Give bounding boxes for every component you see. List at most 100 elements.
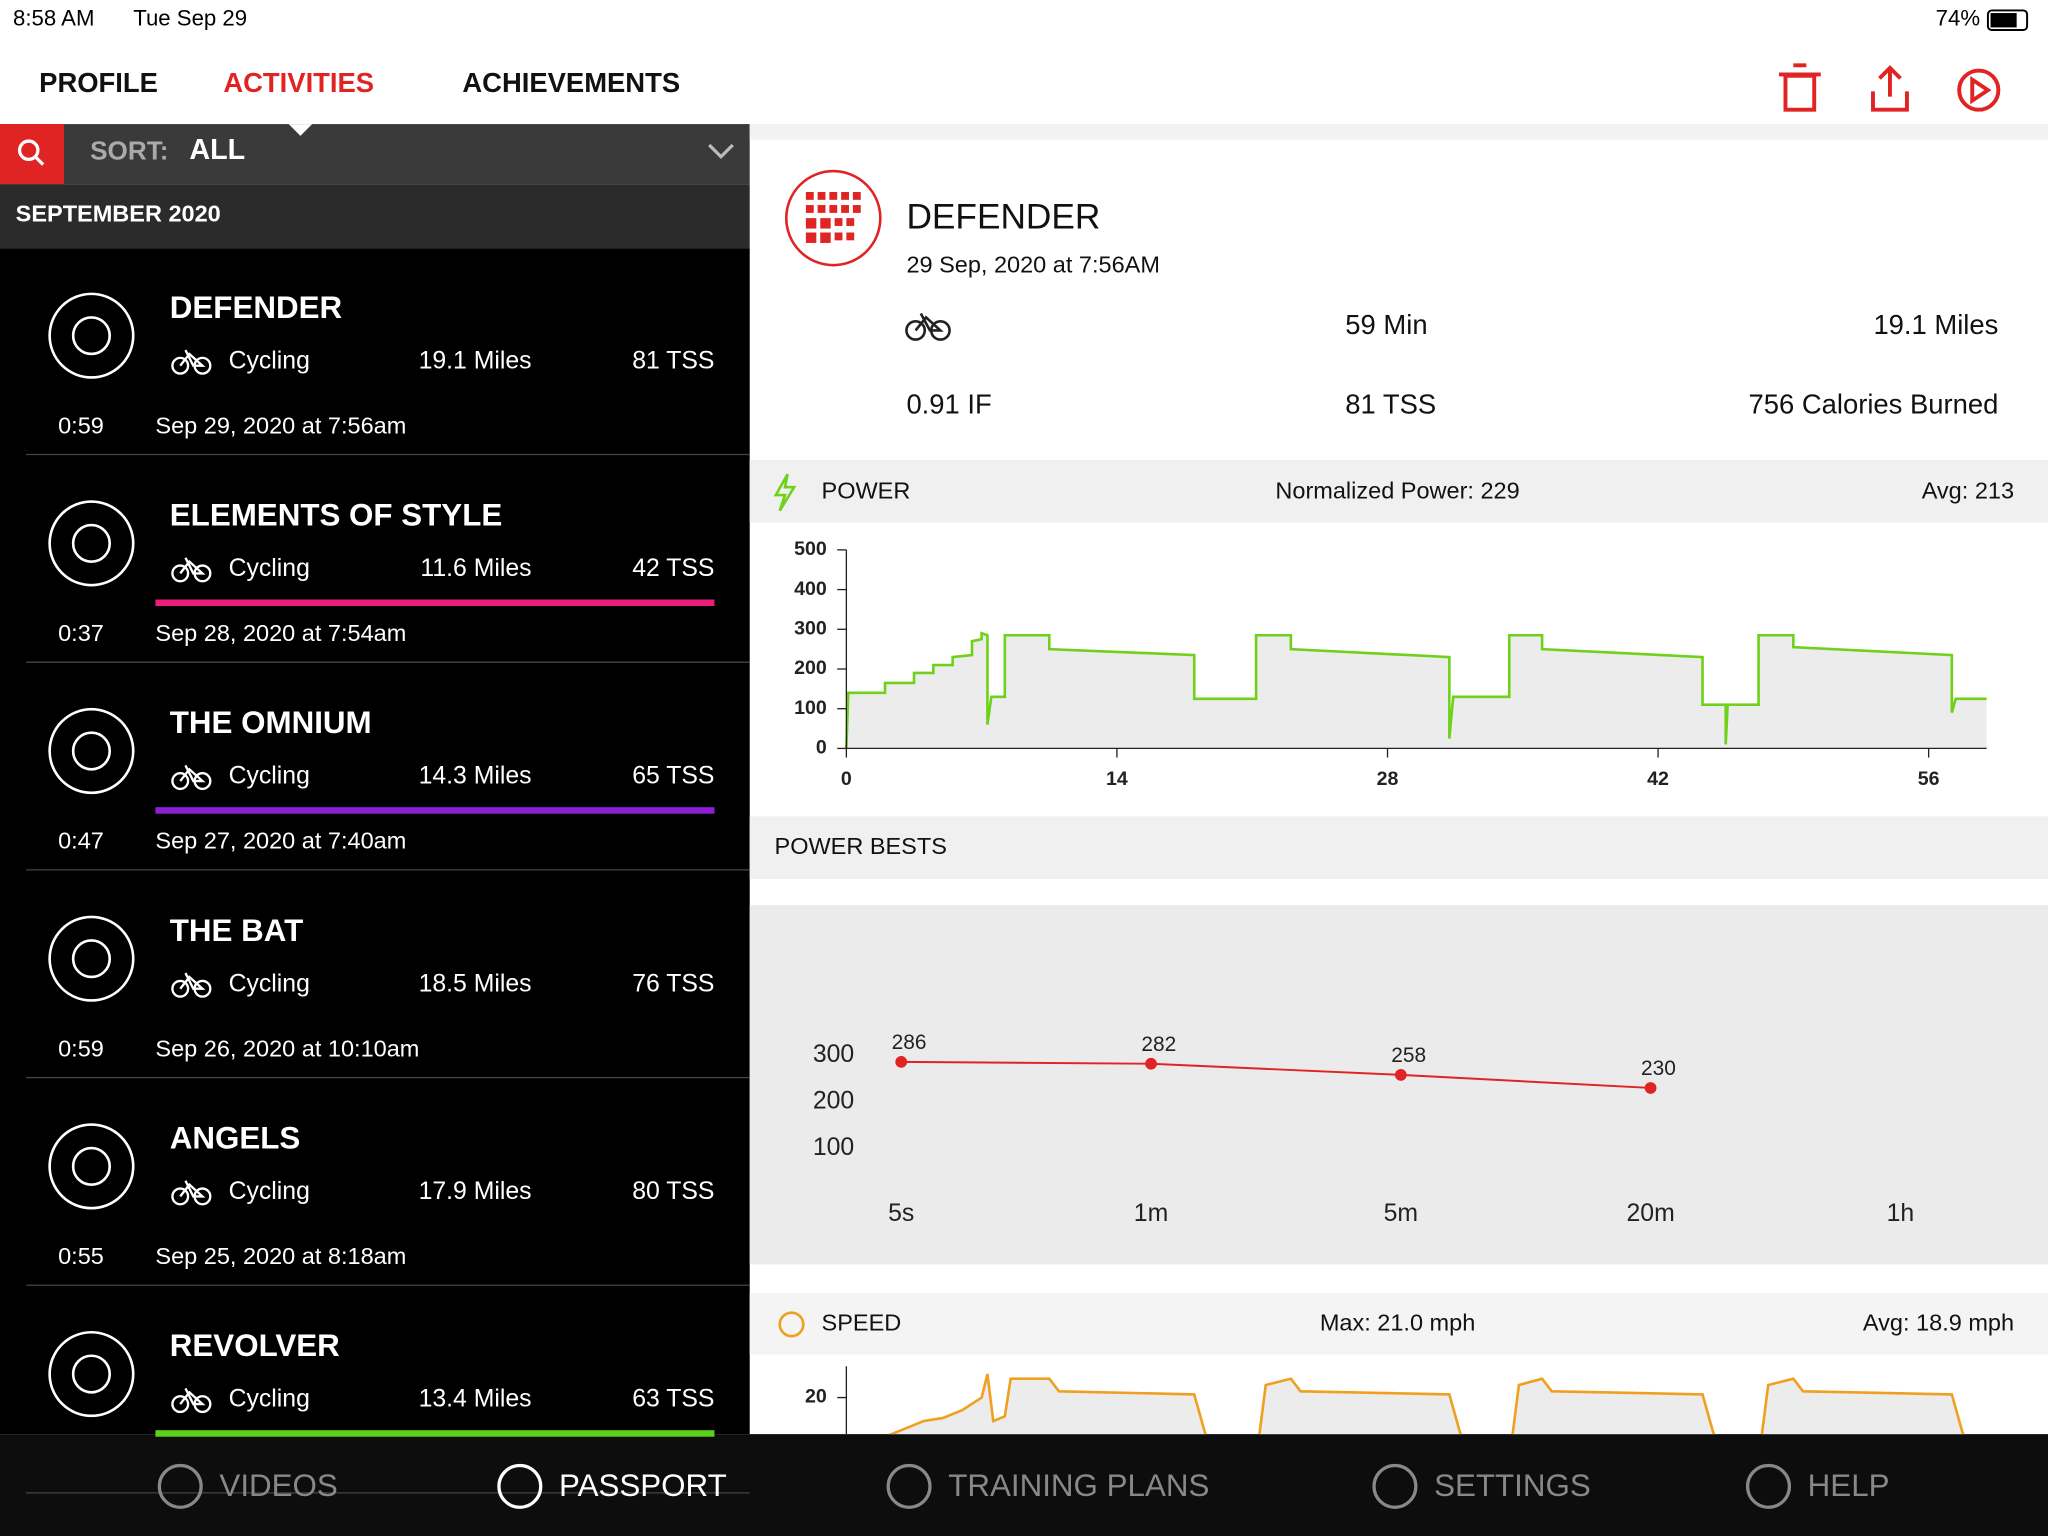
power-header — [749, 459, 2048, 523]
battery-text: 74% — [1936, 5, 1980, 30]
activity-tss: 81 TSS — [632, 347, 714, 374]
nav-tab[interactable]: SETTINGS — [1434, 1468, 1591, 1503]
activity-icon-inner — [71, 316, 112, 356]
area — [891, 1374, 1964, 1435]
activity-icon — [48, 1330, 135, 1418]
y-tick-label: 200 — [813, 1087, 854, 1114]
detail-if: 0.91 IF — [906, 388, 991, 419]
progress-bar — [155, 807, 715, 814]
tab-bar — [0, 1434, 2048, 1536]
activity-name: THE OMNIUM — [170, 705, 372, 740]
wheel — [171, 564, 190, 583]
x-tick-label: 5m — [1384, 1200, 1418, 1227]
power-bests-chart: 100 200 300 5s 1m 5m 20m 1h 286 282 258 230 — [813, 1031, 1914, 1227]
data-label: 286 — [892, 1031, 927, 1054]
status-time: 8:58 AM — [13, 5, 94, 30]
bike-icon — [171, 972, 212, 998]
data-label: 282 — [1141, 1033, 1176, 1056]
month-label: SEPTEMBER 2020 — [16, 201, 221, 227]
nav-tab[interactable]: TRAINING PLANS — [948, 1468, 1209, 1503]
power-icon — [773, 473, 797, 512]
point — [1644, 1082, 1657, 1094]
activity-sport: Cycling — [229, 970, 310, 997]
sort-value: ALL — [189, 134, 245, 166]
frame — [179, 1180, 206, 1198]
detail-tss: 81 TSS — [1345, 388, 1436, 419]
progress-bar — [155, 1430, 715, 1437]
activity-distance: 17.9 Miles — [419, 1178, 532, 1205]
speed-title: SPEED — [822, 1310, 902, 1336]
speed-avg: Avg: 18.9 mph — [1863, 1310, 2014, 1336]
frame — [179, 972, 206, 990]
activity-icon — [48, 1123, 135, 1210]
tab[interactable]: ACTIVITIES — [223, 67, 374, 98]
power-np: Normalized Power: 229 — [1275, 478, 1519, 504]
point — [1145, 1057, 1157, 1070]
activity-date: Sep 27, 2020 at 7:40am — [155, 828, 406, 854]
nav-icon — [157, 1463, 203, 1509]
tab[interactable]: PROFILE — [39, 67, 158, 98]
x-tick-label: 1m — [1134, 1200, 1168, 1227]
x-tick-label: 28 — [1377, 768, 1399, 790]
activity-distance: 19.1 Miles — [419, 347, 532, 374]
activity-date: Sep 29, 2020 at 7:56am — [155, 412, 406, 438]
activity-sport: Cycling — [229, 1386, 310, 1413]
nav-icon — [497, 1463, 543, 1509]
nav-tab[interactable]: PASSPORT — [559, 1468, 727, 1503]
detail-date: 29 Sep, 2020 at 7:56AM — [906, 252, 1159, 278]
battery-level — [1990, 13, 2017, 28]
activity-icon-inner — [71, 731, 112, 771]
bests-title: POWER BESTS — [775, 833, 947, 859]
data-label: 258 — [1391, 1044, 1426, 1067]
activity-distance: 13.4 Miles — [419, 1386, 532, 1413]
speed-icon — [778, 1311, 805, 1338]
activity-duration: 0:59 — [58, 1035, 104, 1061]
sort-chevron[interactable] — [708, 143, 734, 160]
bike-icon — [171, 557, 212, 583]
point — [1394, 1069, 1407, 1081]
line — [845, 631, 1987, 749]
speed-chart: 20 — [805, 1366, 1965, 1435]
y-tick-label: 100 — [813, 1134, 854, 1161]
progress-bar — [155, 599, 715, 607]
x-tick-label: 42 — [1647, 768, 1669, 790]
bike-icon — [905, 312, 951, 341]
y-tick-label: 400 — [794, 578, 827, 600]
activity-tss: 76 TSS — [632, 970, 714, 997]
frame — [179, 349, 206, 367]
activity-list — [0, 248, 750, 1435]
nav-tab[interactable]: VIDEOS — [219, 1468, 337, 1503]
activity-distance: 18.5 Miles — [419, 970, 532, 997]
activity-sport: Cycling — [229, 347, 310, 374]
activity-icon-inner — [71, 1146, 112, 1186]
search-button[interactable] — [0, 124, 64, 185]
delete-button[interactable] — [1778, 63, 1821, 112]
activity-name: ANGELS — [170, 1121, 301, 1156]
point — [895, 1055, 908, 1068]
activity-date: Sep 26, 2020 at 10:10am — [155, 1035, 419, 1061]
activity-date: Sep 28, 2020 at 7:54am — [155, 620, 406, 646]
speed-header — [749, 1293, 2048, 1355]
month-header — [0, 184, 750, 249]
activity-name: ELEMENTS OF STYLE — [170, 498, 502, 533]
activity-icon — [48, 292, 135, 379]
workout-icon — [784, 169, 882, 267]
x-tick-label: 56 — [1918, 768, 1940, 790]
sort-bar[interactable] — [0, 124, 750, 185]
activity-icon-inner — [71, 1354, 112, 1394]
activity-name: DEFENDER — [170, 290, 342, 325]
x-tick-label: 14 — [1106, 768, 1128, 790]
nav-tab[interactable]: HELP — [1808, 1468, 1890, 1503]
line — [901, 1060, 1651, 1089]
activity-tss: 63 TSS — [632, 1386, 714, 1413]
nav-icon — [886, 1463, 932, 1509]
wheel — [171, 772, 190, 791]
battery-icon — [1986, 9, 2029, 32]
workout-icon-dots — [805, 192, 861, 243]
tab[interactable]: ACHIEVEMENTS — [462, 67, 680, 98]
play-button[interactable] — [1957, 68, 2001, 112]
share-button[interactable] — [1871, 65, 1909, 112]
activity-icon-inner — [71, 523, 112, 563]
bike-icon — [171, 349, 212, 375]
bests-header — [749, 816, 2048, 880]
